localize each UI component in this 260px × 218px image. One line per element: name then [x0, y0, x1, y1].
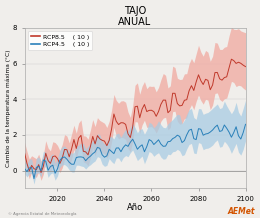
Legend: RCP8.5    ( 10 ), RCP4.5    ( 10 ): RCP8.5 ( 10 ), RCP4.5 ( 10 ) — [28, 31, 92, 50]
Title: TAJO
ANUAL: TAJO ANUAL — [118, 5, 152, 27]
Y-axis label: Cambio de la temperatura máxima (°C): Cambio de la temperatura máxima (°C) — [5, 49, 11, 167]
X-axis label: Año: Año — [127, 203, 143, 213]
Text: AEMet: AEMet — [227, 207, 255, 216]
Text: © Agencia Estatal de Meteorología: © Agencia Estatal de Meteorología — [8, 212, 76, 216]
